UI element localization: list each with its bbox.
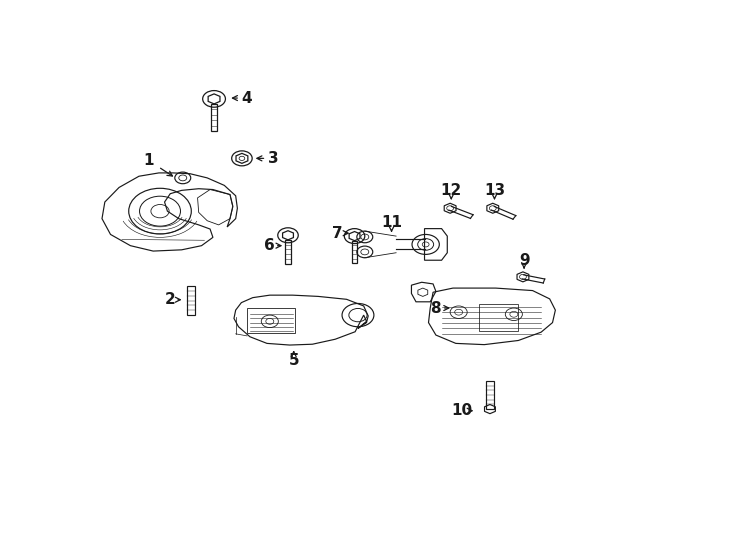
Bar — [479, 304, 518, 331]
Bar — [187, 286, 195, 315]
Text: 13: 13 — [484, 183, 505, 198]
Text: 7: 7 — [333, 226, 343, 241]
Text: 11: 11 — [381, 215, 402, 230]
Text: 4: 4 — [241, 91, 252, 105]
Bar — [247, 308, 295, 333]
Text: 6: 6 — [264, 238, 275, 253]
Text: 5: 5 — [288, 353, 299, 368]
Text: 1: 1 — [143, 153, 154, 168]
Text: 8: 8 — [431, 301, 441, 315]
Text: 10: 10 — [451, 403, 472, 418]
Text: 2: 2 — [165, 292, 175, 307]
Bar — [285, 240, 291, 264]
Text: 12: 12 — [440, 183, 462, 198]
Bar — [486, 381, 494, 409]
Bar — [352, 241, 357, 264]
Text: 3: 3 — [269, 151, 279, 166]
Text: 9: 9 — [519, 253, 529, 268]
Bar — [211, 104, 217, 131]
